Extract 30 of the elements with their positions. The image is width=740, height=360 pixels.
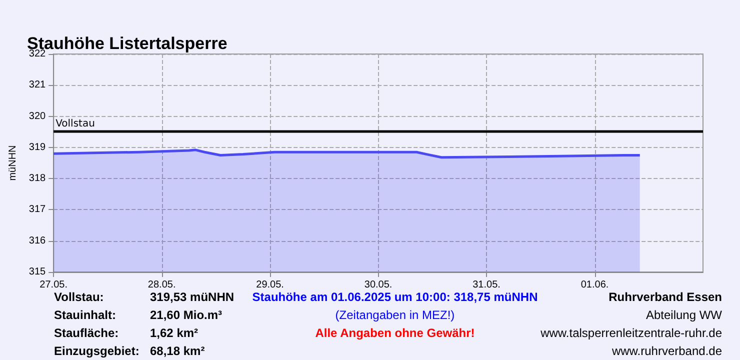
- y-tick-label: 318: [28, 173, 46, 184]
- text: 21,60 Mio.m³: [150, 308, 224, 322]
- text: Einzugsgebiet:: [54, 344, 140, 358]
- y-tick-label: 320: [28, 110, 46, 122]
- text: Stauinhalt:: [54, 308, 116, 322]
- y-tick-label: 319: [28, 142, 46, 153]
- x-tick-label: 30.05.: [364, 280, 392, 290]
- x-tick-label: 29.05.: [256, 280, 284, 290]
- text: Ruhrverband Essen: [608, 290, 722, 304]
- text: Stauhöhe am 01.06.2025 um 10:00: 318,75 müNHN: [251, 290, 539, 304]
- x-tick-label: 01.06.: [580, 280, 609, 290]
- text: Abteilung WW: [644, 308, 722, 322]
- text: 319,53 müNHN: [150, 290, 234, 304]
- y-tick-label: 321: [28, 80, 46, 91]
- text: Alle Angaben ohne Gewähr!: [315, 326, 475, 340]
- ref-line-label: Vollstau: [56, 118, 95, 130]
- text: www.talsperrenleitzentrale-ruhr.de: [540, 326, 722, 340]
- x-tick-label: 28.05.: [148, 280, 176, 290]
- y-tick-label: 316: [28, 235, 46, 246]
- y-axis-title: müNHN: [8, 145, 18, 181]
- text: www.ruhrverband.de: [610, 344, 722, 358]
- y-tick-label: 317: [28, 204, 46, 216]
- y-tick-label: 315: [28, 266, 46, 278]
- text: 68,18 km²: [150, 344, 206, 358]
- text: Vollstau:: [54, 290, 104, 304]
- x-tick-label: 31.05.: [472, 280, 500, 290]
- text: (Zeitangaben in MEZ!): [334, 308, 456, 322]
- x-tick-label: 27.05.: [40, 280, 68, 290]
- text: 1,62 km²: [150, 326, 200, 340]
- text: Staufläche:: [54, 326, 119, 340]
